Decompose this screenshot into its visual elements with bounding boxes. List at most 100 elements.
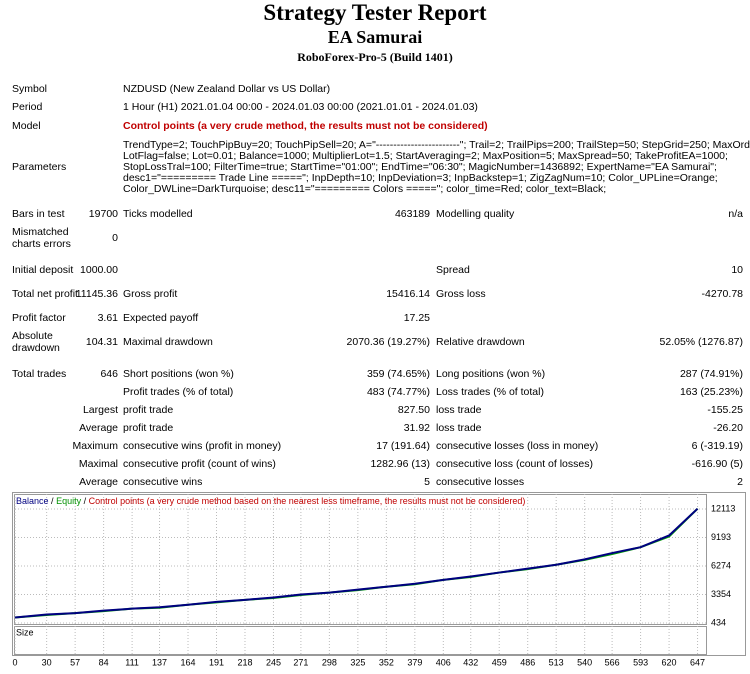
cell-value: 1282.96 (13) <box>370 458 430 470</box>
x-tick-label: 164 <box>180 657 195 667</box>
cell-value: 3.61 <box>97 312 118 324</box>
cell-label: Loss trades (% of total) <box>436 386 544 398</box>
cell-value: 483 (74.77%) <box>366 386 430 398</box>
cell-label: Total trades <box>12 368 67 380</box>
cell-label: consecutive wins (profit in money) <box>123 440 282 452</box>
legend-separator: / <box>51 496 56 506</box>
x-tick-label: 647 <box>690 657 705 667</box>
cell-value: -4270.78 <box>701 288 743 300</box>
cell-value: 52.05% (1276.87) <box>659 336 743 348</box>
cell-label: consecutive loss (count of losses) <box>436 458 593 470</box>
cell-label: Expected payoff <box>123 312 199 324</box>
legend-note: Control points (a very crude method base… <box>89 496 526 506</box>
cell-label: TrendType=2; TouchPipBuy=20; TouchPipSel… <box>123 139 750 151</box>
x-tick-label: 137 <box>152 657 167 667</box>
ticks: 0 30 57 84 111 137 164 191 218 245 271 298 325 352 379… <box>12 503 735 667</box>
cell-label: Profit trades (% of total) <box>123 386 234 398</box>
cell-value: 359 (74.65%) <box>366 368 430 380</box>
cell-value: 0 <box>112 232 118 244</box>
cell-label: StopLossTral=100; FilterTime=true; Start… <box>123 161 717 173</box>
cell-value: Average <box>79 422 118 434</box>
server-name: RoboForex-Pro-5 (Build 1401) <box>297 50 453 64</box>
x-tick-label: 57 <box>70 657 80 667</box>
size-label: Size <box>16 627 34 637</box>
x-tick-label: 540 <box>577 657 592 667</box>
legend-separator: / <box>84 496 89 506</box>
cell-label: Total net profit <box>12 288 78 300</box>
legend: Balance / Equity / Control points (a ver… <box>16 496 525 506</box>
x-tick-label: 30 <box>42 657 52 667</box>
x-tick-label: 271 <box>293 657 308 667</box>
x-tick-label: 298 <box>322 657 337 667</box>
cell-value: 287 (74.91%) <box>679 368 743 380</box>
x-tick-label: 0 <box>12 657 17 667</box>
cell-value: 19700 <box>88 208 118 220</box>
cell-value: -155.25 <box>707 404 743 416</box>
cell-label: Initial deposit <box>12 264 74 276</box>
x-tick-label: 111 <box>125 657 139 667</box>
report-title: Strategy Tester Report <box>263 0 487 25</box>
x-tick-label: 486 <box>520 657 535 667</box>
x-tick-label: 191 <box>209 657 224 667</box>
cell-label: consecutive profit (count of wins) <box>123 458 276 470</box>
cell-label: 1 Hour (H1) 2021.01.04 00:00 - 2024.01.0… <box>123 101 478 113</box>
cell-label: Modelling quality <box>436 208 515 220</box>
x-tick-label: 406 <box>436 657 451 667</box>
cell-label: Parameters <box>12 161 67 173</box>
x-tick-label: 352 <box>379 657 394 667</box>
cell-label: profit trade <box>123 422 174 434</box>
cell-label: Maximal drawdown <box>123 336 213 348</box>
cell-value: Maximum <box>72 440 118 452</box>
cell-value: 17.25 <box>403 312 430 324</box>
cell-value: 2 <box>737 476 743 488</box>
cell-label: consecutive wins <box>123 476 203 488</box>
x-tick-label: 325 <box>350 657 365 667</box>
cell-label: Mismatched charts errors <box>12 226 71 250</box>
grid <box>14 494 706 654</box>
cell-label: Bars in test <box>12 208 65 220</box>
cell-value: 463189 <box>394 208 430 220</box>
cell-label: loss trade <box>436 404 482 416</box>
x-tick-label: 566 <box>605 657 620 667</box>
cell-label: loss trade <box>436 422 482 434</box>
cell-value: 1000.00 <box>80 264 118 276</box>
cell-value: n/a <box>728 208 743 220</box>
y-tick-label: 3354 <box>711 589 731 599</box>
cell-label: Short positions (won %) <box>123 368 234 380</box>
cell-label: profit trade <box>123 404 174 416</box>
cell-value: 104.31 <box>85 336 118 348</box>
cell-value: 10 <box>731 264 743 276</box>
x-tick-label: 84 <box>99 657 109 667</box>
cell-value: 163 (25.23%) <box>679 386 743 398</box>
cell-label: Profit factor <box>12 312 66 324</box>
series-line <box>14 507 699 619</box>
series-lines <box>14 507 699 619</box>
x-tick-label: 218 <box>237 657 252 667</box>
cell-value: 15416.14 <box>386 288 430 300</box>
x-tick-label: 459 <box>492 657 507 667</box>
cell-label: consecutive losses (loss in money) <box>436 440 599 452</box>
cell-label: consecutive losses <box>436 476 525 488</box>
y-tick-label: 9193 <box>711 532 731 542</box>
cell-value: Maximal <box>78 458 118 470</box>
plot-area <box>14 494 707 625</box>
cell-value: 646 <box>100 368 118 380</box>
x-tick-label: 593 <box>633 657 648 667</box>
cell-value: Average <box>79 476 118 488</box>
cell-label: Absolute drawdown <box>12 330 60 354</box>
cell-label: Relative drawdown <box>436 336 525 348</box>
cell-value: -26.20 <box>713 422 743 434</box>
x-tick-label: 620 <box>662 657 677 667</box>
y-tick-label: 6274 <box>711 560 731 570</box>
legend-equity: Equity <box>56 496 82 506</box>
y-tick-label: 12113 <box>711 503 735 513</box>
expert-name: EA Samurai <box>327 27 423 47</box>
x-tick-label: 245 <box>266 657 281 667</box>
cell-label: Gross loss <box>436 288 486 300</box>
cell-value: 31.92 <box>403 422 430 434</box>
cell-label: NZDUSD (New Zealand Dollar vs US Dollar) <box>123 83 331 95</box>
legend-balance: Balance <box>16 496 49 506</box>
x-tick-label: 379 <box>407 657 422 667</box>
